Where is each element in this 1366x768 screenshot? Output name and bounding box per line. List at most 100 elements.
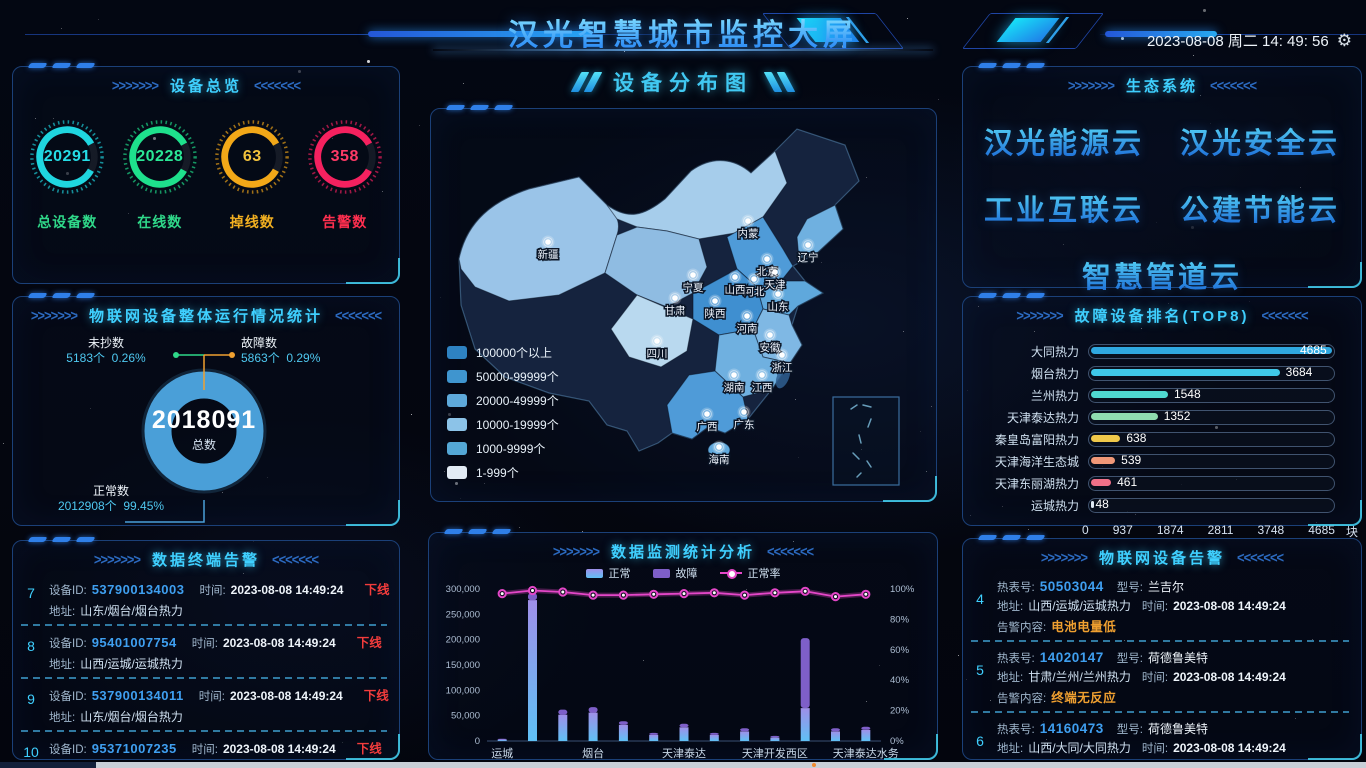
device-id: 537900134011 [91, 688, 184, 703]
ranking-bar [1091, 390, 1168, 398]
axis-tick: 4685 [1308, 523, 1335, 537]
alert-address: 甘肃/兰州/兰州热力 [1028, 670, 1131, 684]
map-province-四川[interactable]: 四川 [645, 334, 669, 362]
svg-text:天津泰达: 天津泰达 [662, 746, 706, 760]
dashed-divider [21, 730, 387, 732]
ranking-track: 638 [1088, 431, 1335, 447]
map-province-广西[interactable]: 广西 [695, 407, 719, 435]
map-province-安徽[interactable]: 安徽 [758, 328, 782, 356]
ranking-value: 4685 [1300, 342, 1327, 357]
map-province-北京[interactable]: 北京 [755, 252, 779, 280]
ranking-label: 天津东丽湖热力 [994, 476, 1079, 491]
map-province-天津[interactable]: 天津 [763, 265, 787, 293]
dashed-divider [971, 711, 1349, 713]
alert-line-1: 设备ID: 537900134011 时间: 2023-08-08 14:49:24… [49, 685, 389, 704]
map-province-新疆[interactable]: 新疆 [536, 235, 560, 263]
alert-line-1: 热表号: 14160473 型号: 荷德鲁美特 [997, 721, 1208, 736]
legend-swatch-icon [447, 346, 467, 359]
ranking-track: 3684 [1088, 365, 1335, 381]
title-arrows-right: <<<<<<< [335, 306, 382, 324]
ranking-value: 1352 [1163, 408, 1191, 423]
svg-text:陕西: 陕西 [705, 307, 726, 320]
gauge-value: 20291 [43, 148, 91, 165]
china-map-svg: 新疆 内蒙 辽宁 北京 [458, 128, 900, 486]
ecosystem-link-工业互联云[interactable]: 工业互联云 [984, 187, 1144, 229]
axis-unit: 块 [1345, 525, 1358, 539]
title-arrows-right: <<<<<<< [1237, 548, 1284, 566]
iot-alert-item: 4 热表号: 50503044 型号: 兰吉尔 地址: 山西/运城/运城热力 时间: 2… [971, 574, 1351, 642]
alert-line-1: 热表号: 50503044 型号: 兰吉尔 [997, 579, 1184, 594]
alert-index: 5 [976, 662, 984, 678]
bottom-window-edge[interactable] [0, 762, 1366, 768]
alert-index: 10 [23, 744, 39, 760]
legend-swatch-icon [447, 466, 467, 479]
donut-total-label: 总数 [191, 438, 216, 452]
map-province-海南[interactable]: 海南 [707, 440, 731, 468]
panel-title-text: 生态系统 [1125, 77, 1198, 95]
alert-body: 热表号: 14020147 型号: 荷德鲁美特 地址: 甘肃/兰州/兰州热力 时间: 2… [997, 645, 1351, 706]
svg-text:天津开发西区: 天津开发西区 [742, 746, 808, 760]
callout-fault: 故障数 5863个 0.29% [241, 336, 381, 366]
map-province-山西[interactable]: 山西 [723, 270, 747, 298]
legend-item-normal: 正常 [585, 565, 631, 581]
map-province-广东[interactable]: 广东 [732, 405, 756, 433]
gauge-value: 63 [242, 148, 262, 165]
gauge-label: 在线数 [137, 214, 183, 230]
map-legend-item: 100000个以上 [447, 344, 559, 361]
panel-title-fault-ranking: >>>>>>> 故障设备排名(TOP8) <<<<<<< [963, 302, 1361, 328]
map-province-陕西[interactable]: 陕西 [703, 294, 727, 322]
alert-address: 山西/运城/运城热力 [1028, 599, 1131, 613]
alert-line-1: 设备ID: 95401007754 时间: 2023-08-08 14:49:24 … [49, 632, 389, 651]
ranking-label: 大同热力 [1030, 344, 1079, 359]
gauge-ring: 20228 [121, 118, 199, 196]
terminal-alert-item: 9 设备ID: 537900134011 时间: 2023-08-08 14:49:… [21, 682, 389, 732]
map-province-宁夏[interactable]: 宁夏 [681, 268, 705, 296]
ranking-bar [1091, 346, 1332, 354]
unread-dot [173, 352, 179, 358]
gauge-row: 20291 总设备数 20228 在线数 63 掉线数 [13, 98, 399, 232]
bottom-edge-dot [812, 763, 816, 767]
panel-corner-decoration [27, 537, 96, 542]
ranking-bar [1091, 434, 1121, 442]
gauge-总设备数: 20291 总设备数 [23, 118, 111, 232]
ecosystem-link-汉光能源云[interactable]: 汉光能源云 [984, 120, 1144, 162]
ecosystem-link-汉光安全云[interactable]: 汉光安全云 [1180, 120, 1340, 162]
ecosystem-link-智慧管道云[interactable]: 智慧管道云 [1082, 254, 1242, 296]
ranking-bar [1091, 500, 1094, 508]
province-marker-layer: 新疆 内蒙 辽宁 北京 [536, 214, 820, 468]
ecosystem-row: 工业互联云 公建节能云 [984, 187, 1340, 229]
gauge-value: 358 [330, 148, 359, 165]
panel-title-device-overview: >>>>>>> 设备总览 <<<<<<< [13, 72, 399, 98]
map-province-河南[interactable]: 河南 [735, 309, 759, 337]
alert-status: 下线 [364, 583, 390, 597]
gauge-ring-svg [122, 120, 197, 194]
map-province-江西[interactable]: 江西 [750, 368, 774, 396]
legend-swatch-icon [447, 442, 467, 455]
alert-body: 设备ID: 95401007754 时间: 2023-08-08 14:49:24 … [49, 629, 389, 672]
meter-model: 荷德鲁美特 [1147, 722, 1208, 736]
iot-alert-item: 6 热表号: 14160473 型号: 荷德鲁美特 地址: 山西/大同/大同热力 时间… [971, 716, 1351, 762]
alert-body: 设备ID: 537900134011 时间: 2023-08-08 14:49:24… [49, 682, 389, 725]
monitor-chart-legend: 正常 故障 正常率 [429, 565, 937, 581]
title-arrows-right: <<<<<<< [254, 76, 301, 94]
alert-line-2: 地址: 山西/运城/运城热力 [49, 657, 183, 671]
terminal-alert-item: 10 设备ID: 95371007235 时间: 2023-08-08 14:49:… [21, 735, 389, 760]
dashed-divider [21, 624, 387, 626]
fault-swatch-icon [652, 568, 670, 578]
ecosystem-link-公建节能云[interactable]: 公建节能云 [1180, 187, 1340, 229]
map-province-辽宁[interactable]: 辽宁 [796, 238, 820, 266]
map-province-湖南[interactable]: 湖南 [722, 368, 746, 396]
map-province-甘肃[interactable]: 甘肃 [663, 291, 687, 319]
ranking-row-运城热力: 运城热力 48 [971, 494, 1335, 516]
alert-line-2: 地址: 山东/烟台/烟台热力 [49, 604, 183, 618]
china-map: 新疆 内蒙 辽宁 北京 [431, 109, 934, 497]
gear-icon[interactable]: ⚙ [1336, 31, 1352, 50]
ranking-track: 461 [1088, 475, 1335, 491]
map-province-浙江[interactable]: 浙江 [770, 348, 794, 376]
map-province-河北[interactable]: 河北 [742, 272, 766, 300]
svg-text:海南: 海南 [709, 453, 730, 466]
svg-text:甘肃: 甘肃 [665, 304, 686, 317]
map-province-山东[interactable]: 山东 [766, 287, 790, 315]
gauge-ring-svg [215, 120, 290, 194]
map-province-内蒙[interactable]: 内蒙 [736, 214, 760, 242]
